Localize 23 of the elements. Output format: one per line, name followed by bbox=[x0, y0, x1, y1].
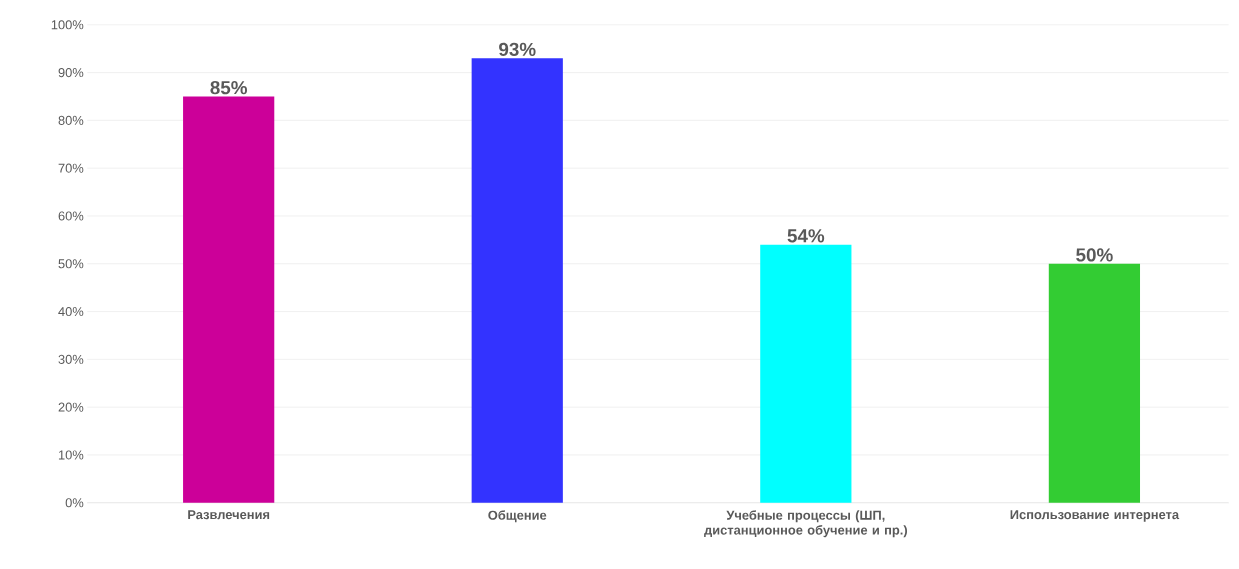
data-label: 85% bbox=[210, 80, 248, 95]
y-tick-label: 40% bbox=[58, 306, 84, 317]
y-tick-label: 70% bbox=[58, 163, 84, 173]
x-tick-label: Использование интернета bbox=[1010, 510, 1180, 522]
data-label: 54% bbox=[787, 229, 825, 243]
bar bbox=[1048, 263, 1141, 503]
y-tick-label: 60% bbox=[58, 211, 84, 221]
y-tick-label: 100% bbox=[51, 20, 84, 30]
bar bbox=[183, 96, 275, 503]
y-tick-label: 10% bbox=[58, 450, 84, 460]
y-tick-label: 30% bbox=[58, 354, 84, 364]
y-tick-label: 90% bbox=[58, 67, 84, 78]
y-tick-label: 50% bbox=[58, 259, 84, 269]
x-tick-label: Общение bbox=[488, 510, 547, 523]
bar bbox=[471, 58, 563, 503]
data-label: 93% bbox=[499, 42, 536, 56]
y-tick-label: 80% bbox=[58, 115, 84, 125]
data-label: 50% bbox=[1076, 248, 1113, 262]
y-tick-label: 0% bbox=[65, 498, 84, 508]
y-tick-label: 20% bbox=[58, 402, 84, 412]
x-tick-label: Учебные процессы (ШП, дистанционное обучение и пр.) bbox=[704, 510, 908, 538]
bar bbox=[760, 244, 852, 503]
x-tick-label: Развлечения bbox=[188, 510, 270, 520]
